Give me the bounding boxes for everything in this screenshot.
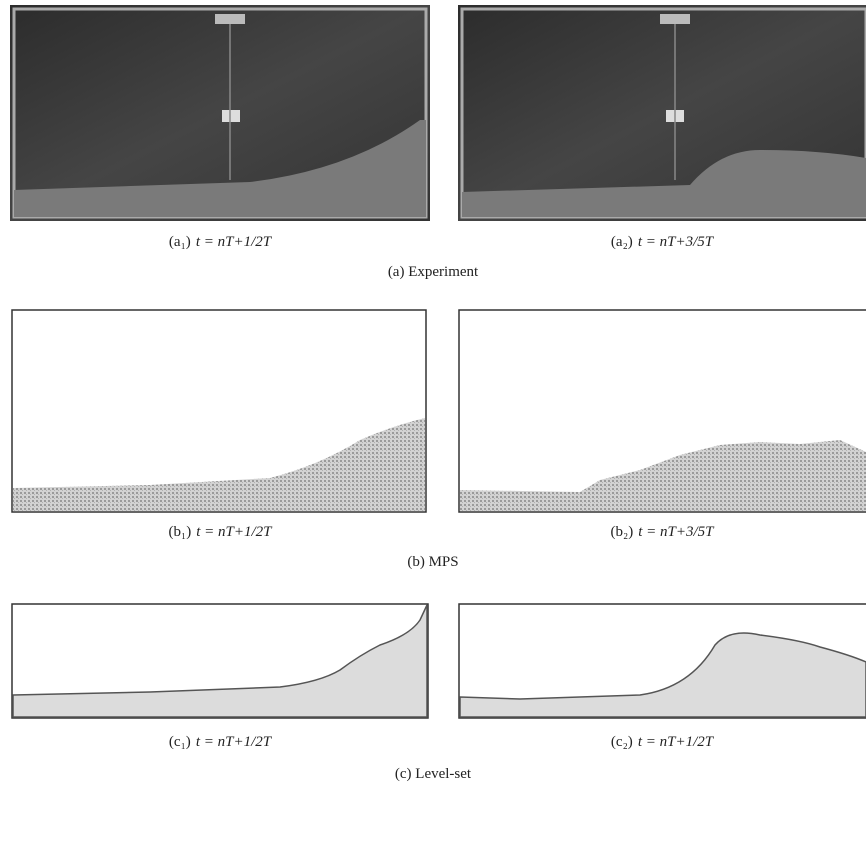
caption-part: t = nT+1/2T bbox=[638, 734, 715, 750]
group-caption: (a) Experiment bbox=[388, 264, 479, 280]
caption: (a₁) t = nT+1/2T bbox=[169, 234, 273, 250]
caption-part: (b₁) bbox=[169, 524, 192, 540]
caption-part: (a₂) bbox=[611, 234, 633, 250]
caption-part: (c₁) bbox=[169, 734, 191, 750]
caption: (b₁) t = nT+1/2T bbox=[169, 524, 274, 540]
mps-b1 bbox=[11, 309, 427, 513]
group-caption: (c) Level-set bbox=[395, 766, 472, 782]
caption-part: t = nT+1/2T bbox=[196, 524, 273, 540]
photo-a1 bbox=[10, 5, 430, 221]
caption-part: (c₂) bbox=[611, 734, 633, 750]
levelset-c2 bbox=[458, 603, 866, 719]
caption-part: t = nT+1/2T bbox=[196, 234, 273, 250]
caption: (a₂) t = nT+3/5T bbox=[611, 234, 715, 250]
caption-part: (b₂) bbox=[611, 524, 634, 540]
levelset-c1 bbox=[11, 603, 429, 719]
caption-part: t = nT+1/2T bbox=[196, 734, 273, 750]
caption: (c₂) t = nT+1/2T bbox=[611, 734, 715, 750]
caption-part: t = nT+3/5T bbox=[638, 234, 715, 250]
caption: (c₁) t = nT+1/2T bbox=[169, 734, 273, 750]
photo-a2 bbox=[458, 5, 866, 221]
group-caption: (b) MPS bbox=[407, 554, 458, 570]
caption-part: t = nT+3/5T bbox=[638, 524, 715, 540]
caption: (b₂) t = nT+3/5T bbox=[611, 524, 716, 540]
mps-b2 bbox=[458, 309, 866, 513]
caption-part: (a₁) bbox=[169, 234, 191, 250]
